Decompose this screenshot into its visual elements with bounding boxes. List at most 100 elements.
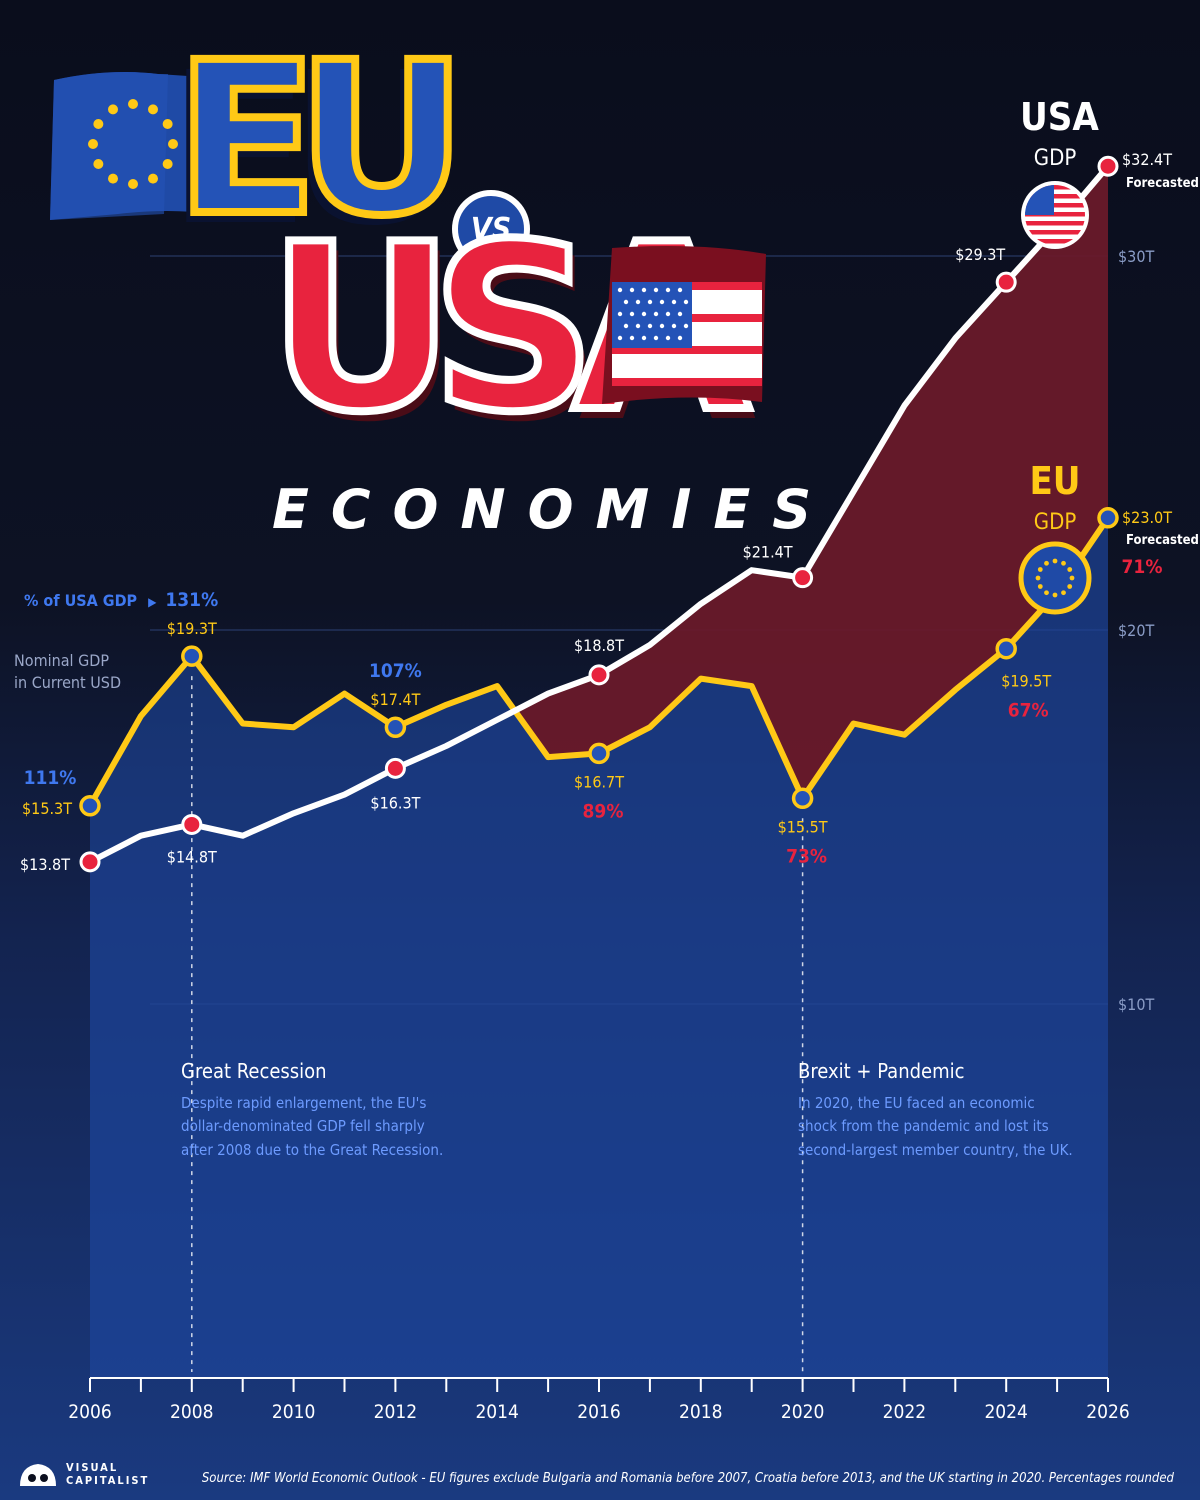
eu-forecast-label: Forecasted — [1126, 533, 1199, 548]
annotation-line: In 2020, the EU faced an economic — [798, 1094, 1035, 1112]
us-flag-star — [647, 323, 653, 329]
source-note: Source: IMF World Economic Outlook - EU … — [201, 1471, 1174, 1486]
us-flag-star — [671, 299, 677, 305]
us-flag-star — [617, 287, 623, 293]
annotation-great-recession-body: Despite rapid enlargement, the EU's doll… — [181, 1092, 443, 1162]
eu-badge-star — [1052, 592, 1058, 598]
x-tick-label: 2020 — [781, 1401, 825, 1423]
eu-value-label: $17.4T — [370, 690, 420, 709]
usa-point — [995, 271, 1017, 293]
eu-badge-star — [1061, 590, 1066, 596]
eu-badge-star — [1067, 584, 1073, 589]
eu-badge-star — [1061, 560, 1066, 566]
annotation-line: Despite rapid enlargement, the EU's — [181, 1094, 427, 1112]
brand-line1: VISUAL — [66, 1460, 119, 1474]
usa-badge-stripe — [1025, 230, 1085, 235]
us-flag-star — [641, 287, 647, 293]
brand-text: VISUAL CAPITALIST — [66, 1461, 149, 1487]
us-flag-star — [623, 299, 629, 305]
us-flag-star — [677, 287, 683, 293]
us-flag-stripe-white — [612, 370, 762, 378]
brand-line2: CAPITALIST — [66, 1474, 150, 1487]
eu-point — [79, 795, 101, 817]
eu-flag-star — [88, 139, 98, 149]
usa-point — [384, 757, 406, 779]
eu-badge-star — [1037, 567, 1043, 572]
x-tick-label: 2024 — [984, 1401, 1028, 1423]
us-flag-star — [683, 299, 689, 305]
usa-value-label: $21.4T — [743, 543, 793, 562]
eu-point — [181, 645, 203, 667]
legend-eu-name: EU — [1029, 459, 1081, 503]
eu-badge-star — [1044, 560, 1049, 566]
x-tick-label: 2026 — [1086, 1401, 1130, 1423]
usa-value-label: $18.8T — [574, 636, 624, 655]
legend-usa-metric: GDP — [1033, 146, 1077, 171]
us-flag-star — [629, 335, 635, 341]
x-tick-label: 2008 — [170, 1401, 214, 1423]
us-flag-star — [617, 311, 623, 317]
eu-flag-star — [128, 179, 138, 189]
us-flag-star — [653, 335, 659, 341]
usa-badge-stripe — [1025, 221, 1085, 226]
eu-flag-star — [162, 119, 173, 129]
eu-point — [1097, 507, 1119, 529]
annotation-line: shock from the pandemic and lost its — [798, 1117, 1049, 1136]
annotation-line: dollar-denominated GDP fell sharply — [181, 1117, 425, 1136]
usa-badge-stripe — [1025, 185, 1085, 190]
usa-point — [79, 851, 101, 873]
annotation-line: second-largest member country, the UK. — [798, 1140, 1073, 1159]
eu-value-label: $19.3T — [167, 619, 217, 638]
eu-badge-icon — [1018, 541, 1092, 615]
usa-badge-stripe — [1025, 203, 1085, 208]
us-flag-star — [659, 299, 665, 305]
annotation-great-recession-title: Great Recession — [181, 1059, 327, 1083]
us-flag-star — [665, 335, 671, 341]
us-flag-star — [683, 323, 689, 329]
eu-value-label: $15.3T — [22, 799, 72, 818]
us-flag-stripe-white — [612, 354, 762, 362]
usa-value-label: $13.8T — [20, 855, 70, 874]
y-tick-label: $20T — [1118, 621, 1154, 640]
us-flag-star — [653, 287, 659, 293]
x-tick-label: 2018 — [679, 1401, 723, 1423]
annotation-line: after 2008 due to the Great Recession. — [181, 1140, 444, 1159]
usa-point — [1097, 155, 1119, 177]
visual-capitalist-logo: VISUAL CAPITALIST — [18, 1460, 149, 1488]
eu-point — [384, 716, 407, 738]
usa-value-label: $29.3T — [955, 245, 1005, 264]
us-flag-stripe — [612, 378, 762, 386]
usa-badge-stripe — [1025, 212, 1085, 217]
us-flag-star — [659, 323, 665, 329]
legend-eu: EU GDP — [1020, 462, 1090, 535]
eu-pct-label: 107% — [369, 660, 422, 682]
eu-value-label: $23.0T — [1122, 508, 1172, 527]
eu-flag-star — [108, 173, 118, 184]
us-flag-star — [671, 323, 677, 329]
eu-value-label: $19.5T — [1001, 672, 1051, 691]
us-flag-star — [665, 311, 671, 317]
eu-flag-star — [93, 159, 104, 169]
x-tick-label: 2006 — [68, 1401, 112, 1423]
eu-area — [90, 517, 1108, 1378]
us-flag-star — [635, 299, 641, 305]
annotation-brexit-body: In 2020, the EU faced an economic shock … — [798, 1092, 1073, 1162]
us-flag-icon — [598, 242, 770, 414]
pct-of-usa-text: % of USA GDP — [24, 591, 138, 610]
brand-mark-icon — [20, 1464, 56, 1486]
us-flag-star — [635, 323, 641, 329]
us-flag-stripe — [612, 362, 762, 370]
subtitle-economies: ECONOMIES — [272, 478, 834, 541]
eu-flag-star — [128, 99, 138, 109]
eu-pct-label: 131% — [165, 589, 218, 611]
x-tick-label: 2022 — [883, 1401, 927, 1423]
title-eu: EU — [171, 17, 471, 262]
x-tick-label: 2010 — [272, 1401, 316, 1423]
us-flag-star — [677, 311, 683, 317]
eu-flag-star — [108, 104, 118, 115]
eu-badge-star — [1052, 558, 1058, 564]
y-tick-label: $10T — [1118, 995, 1154, 1014]
arrow-right-icon: ▶ — [148, 595, 157, 609]
nominal-gdp-line1: Nominal GDP — [14, 651, 110, 670]
